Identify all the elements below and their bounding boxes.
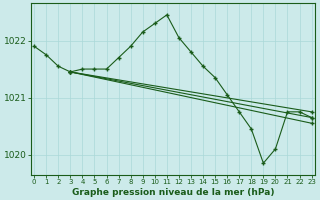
X-axis label: Graphe pression niveau de la mer (hPa): Graphe pression niveau de la mer (hPa): [72, 188, 274, 197]
